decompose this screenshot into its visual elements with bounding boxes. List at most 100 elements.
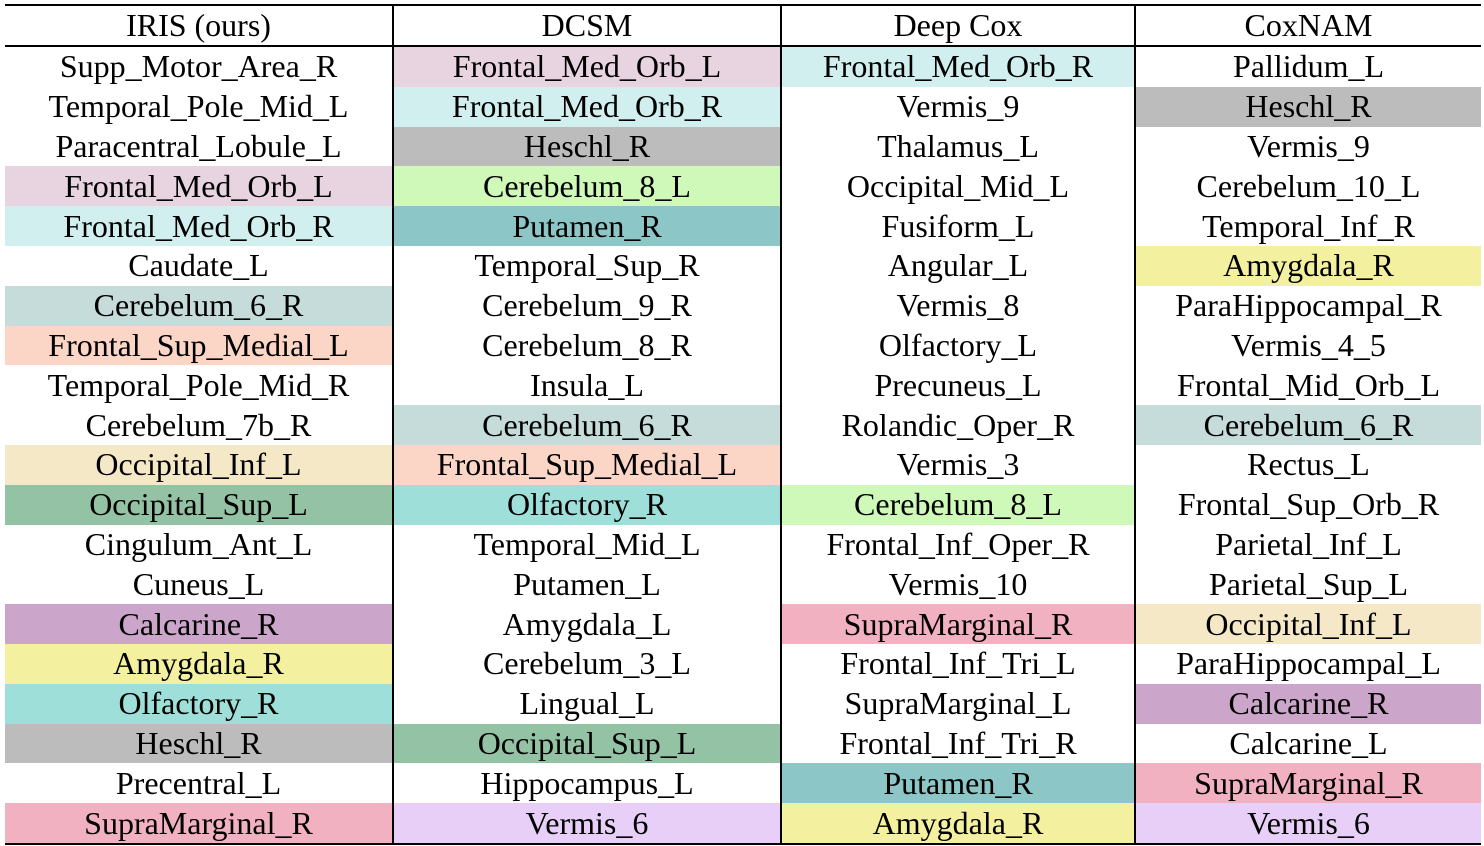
table-row: Paracentral_Lobule_L Heschl_R Thalamus_L Ve… bbox=[5, 126, 1481, 167]
region-cell-iris: Paracentral_Lobule_L bbox=[5, 126, 394, 167]
table-row: Cerebelum_6_R Cerebelum_9_R Vermis_8 ParaHi… bbox=[5, 285, 1481, 326]
region-cell-iris: Cuneus_L bbox=[5, 564, 394, 605]
column-header-coxnam: CoxNAM bbox=[1135, 4, 1481, 47]
region-cell-coxnam: Vermis_9 bbox=[1247, 127, 1370, 164]
region-cell-iris: Supp_Motor_Area_R bbox=[5, 46, 394, 87]
region-cell-dcsm: Cerebelum_8_L bbox=[393, 166, 782, 207]
region-cell-iris: Calcarine_R bbox=[5, 604, 394, 644]
region-cell-iris: Temporal_Pole_Mid_L bbox=[5, 86, 394, 127]
region-cell-coxnam: Rectus_L bbox=[1247, 446, 1370, 483]
region-cell-dcsm: Temporal_Mid_L bbox=[393, 524, 782, 565]
table-row: Supp_Motor_Area_R Frontal_Med_Orb_L Fronta… bbox=[5, 46, 1481, 87]
region-cell-coxnam: Amygdala_R bbox=[1135, 245, 1481, 286]
region-cell-deep-cox: Vermis_9 bbox=[781, 86, 1136, 127]
region-cell-dcsm: Lingual_L bbox=[393, 683, 782, 724]
region-cell-iris: Olfactory_R bbox=[5, 683, 394, 724]
region-cell-deep-cox: SupraMarginal_R bbox=[781, 604, 1136, 644]
region-cell-iris: Cerebelum_7b_R bbox=[5, 405, 394, 445]
region-cell-coxnam: ParaHippocampal_L bbox=[1176, 645, 1441, 682]
region-cell-coxnam: SupraMarginal_R bbox=[1135, 763, 1481, 804]
region-cell-deep-cox: Frontal_Med_Orb_R bbox=[781, 46, 1136, 87]
region-cell-deep-cox: Rolandic_Oper_R bbox=[781, 405, 1136, 445]
region-cell-dcsm: Amygdala_L bbox=[393, 604, 782, 644]
region-cell-dcsm: Olfactory_R bbox=[393, 484, 782, 525]
region-cell-dcsm: Putamen_R bbox=[393, 206, 782, 246]
region-cell-deep-cox: Fusiform_L bbox=[781, 206, 1136, 246]
region-cell-dcsm: Putamen_L bbox=[393, 564, 782, 605]
region-cell-dcsm: Cerebelum_9_R bbox=[393, 285, 782, 326]
table-row: Occipital_Sup_L Olfactory_R Cerebelum_8_L F… bbox=[5, 484, 1481, 525]
table-header: IRIS (ours) DCSM Deep Cox CoxNAM bbox=[5, 4, 1481, 47]
table-row: Temporal_Pole_Mid_L Frontal_Med_Orb_R Verm… bbox=[5, 86, 1481, 127]
table-row: Temporal_Pole_Mid_R Insula_L Precuneus_L Fr… bbox=[5, 365, 1481, 406]
region-cell-iris: Cerebelum_6_R bbox=[5, 285, 394, 326]
region-cell-iris: Occipital_Sup_L bbox=[5, 484, 394, 525]
table-row: Cerebelum_7b_R Cerebelum_6_R Rolandic_Oper… bbox=[5, 405, 1481, 445]
region-cell-dcsm: Vermis_6 bbox=[393, 803, 782, 845]
region-cell-dcsm: Cerebelum_6_R bbox=[393, 405, 782, 445]
region-cell-deep-cox: Occipital_Mid_L bbox=[781, 166, 1136, 207]
region-cell-coxnam: Cerebelum_10_L bbox=[1196, 167, 1421, 204]
table-row: Heschl_R Occipital_Sup_L Frontal_Inf_Tri_R… bbox=[5, 723, 1481, 764]
region-cell-coxnam: Temporal_Inf_R bbox=[1202, 207, 1415, 244]
region-cell-iris: Frontal_Med_Orb_L bbox=[5, 166, 394, 207]
region-cell-coxnam: Frontal_Sup_Orb_R bbox=[1177, 486, 1440, 523]
region-cell-deep-cox: Vermis_8 bbox=[781, 285, 1136, 326]
table-body: Supp_Motor_Area_R Frontal_Med_Orb_L Fronta… bbox=[5, 46, 1481, 845]
region-cell-coxnam: ParaHippocampal_R bbox=[1175, 287, 1442, 324]
region-cell-dcsm: Heschl_R bbox=[393, 126, 782, 167]
region-cell-deep-cox: Frontal_Inf_Tri_L bbox=[781, 643, 1136, 684]
table-row: Precentral_L Hippocampus_L Putamen_R SupraM… bbox=[5, 763, 1481, 804]
region-cell-dcsm: Cerebelum_8_R bbox=[393, 325, 782, 366]
region-cell-deep-cox: Precuneus_L bbox=[781, 365, 1136, 406]
table-row: Caudate_L Temporal_Sup_R Angular_L Amygdala… bbox=[5, 245, 1481, 286]
table-row: Calcarine_R Amygdala_L SupraMarginal_R Occi… bbox=[5, 604, 1481, 644]
region-cell-deep-cox: Vermis_10 bbox=[781, 564, 1136, 605]
region-cell-coxnam: Frontal_Mid_Orb_L bbox=[1176, 366, 1441, 403]
region-cell-coxnam: Pallidum_L bbox=[1232, 48, 1385, 85]
region-cell-iris: SupraMarginal_R bbox=[5, 803, 394, 845]
table-row: SupraMarginal_R Vermis_6 Amygdala_R Vermis_… bbox=[5, 803, 1481, 845]
header-row: IRIS (ours) DCSM Deep Cox CoxNAM bbox=[5, 4, 1481, 47]
region-cell-coxnam: Heschl_R bbox=[1135, 86, 1481, 127]
region-cell-iris: Precentral_L bbox=[5, 763, 394, 804]
region-cell-dcsm: Frontal_Sup_Medial_L bbox=[393, 444, 782, 485]
region-cell-coxnam: Calcarine_R bbox=[1135, 683, 1481, 724]
region-cell-iris: Occipital_Inf_L bbox=[5, 444, 394, 485]
table-row: Occipital_Inf_L Frontal_Sup_Medial_L Vermi… bbox=[5, 444, 1481, 485]
region-cell-iris: Frontal_Med_Orb_R bbox=[5, 206, 394, 246]
region-cell-dcsm: Cerebelum_3_L bbox=[393, 643, 782, 684]
region-cell-coxnam: Occipital_Inf_L bbox=[1135, 604, 1481, 644]
column-header-deep-cox: Deep Cox bbox=[781, 4, 1136, 47]
region-cell-dcsm: Frontal_Med_Orb_R bbox=[393, 86, 782, 127]
region-cell-dcsm: Insula_L bbox=[393, 365, 782, 406]
region-cell-coxnam: Cerebelum_6_R bbox=[1135, 405, 1481, 445]
table-row: Frontal_Sup_Medial_L Cerebelum_8_R Olfacto… bbox=[5, 325, 1481, 366]
region-cell-coxnam: Vermis_6 bbox=[1135, 803, 1481, 845]
region-cell-deep-cox: Vermis_3 bbox=[781, 444, 1136, 485]
table-row: Cingulum_Ant_L Temporal_Mid_L Frontal_Inf_… bbox=[5, 524, 1481, 565]
table-row: Frontal_Med_Orb_R Putamen_R Fusiform_L Temp… bbox=[5, 206, 1481, 246]
region-cell-coxnam: Calcarine_L bbox=[1229, 724, 1388, 761]
region-cell-coxnam: Parietal_Sup_L bbox=[1208, 565, 1409, 602]
region-cell-dcsm: Temporal_Sup_R bbox=[393, 245, 782, 286]
region-cell-coxnam: Vermis_4_5 bbox=[1231, 326, 1386, 363]
region-cell-deep-cox: Frontal_Inf_Tri_R bbox=[781, 723, 1136, 764]
table-row: Amygdala_R Cerebelum_3_L Frontal_Inf_Tri_L… bbox=[5, 643, 1481, 684]
region-cell-deep-cox: SupraMarginal_L bbox=[781, 683, 1136, 724]
region-cell-iris: Heschl_R bbox=[5, 723, 394, 764]
column-header-iris: IRIS (ours) bbox=[5, 4, 394, 47]
region-cell-deep-cox: Putamen_R bbox=[781, 763, 1136, 804]
region-cell-iris: Frontal_Sup_Medial_L bbox=[5, 325, 394, 366]
brain-region-comparison-table: IRIS (ours) DCSM Deep Cox CoxNAM Supp_Mo… bbox=[5, 4, 1481, 845]
table-row: Olfactory_R Lingual_L SupraMarginal_L Calca… bbox=[5, 683, 1481, 724]
region-cell-dcsm: Hippocampus_L bbox=[393, 763, 782, 804]
column-header-dcsm: DCSM bbox=[393, 4, 782, 47]
region-cell-iris: Temporal_Pole_Mid_R bbox=[5, 365, 394, 406]
region-cell-deep-cox: Frontal_Inf_Oper_R bbox=[781, 524, 1136, 565]
region-cell-deep-cox: Olfactory_L bbox=[781, 325, 1136, 366]
region-cell-coxnam: Parietal_Inf_L bbox=[1215, 525, 1402, 562]
region-cell-iris: Cingulum_Ant_L bbox=[5, 524, 394, 565]
table-row: Frontal_Med_Orb_L Cerebelum_8_L Occipital_… bbox=[5, 166, 1481, 207]
comparison-table-container: IRIS (ours) DCSM Deep Cox CoxNAM Supp_Mo… bbox=[5, 4, 1481, 845]
